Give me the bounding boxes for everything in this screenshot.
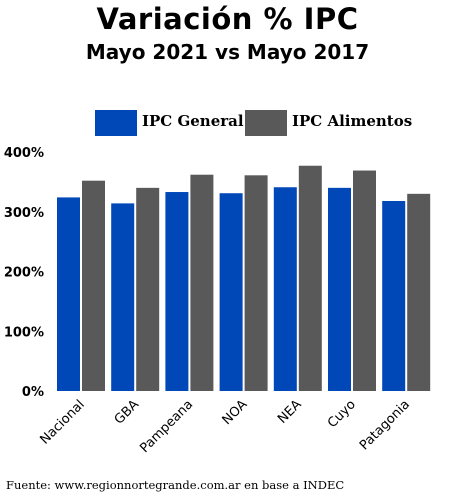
x-tick-label-nea: NEA: [275, 397, 305, 427]
bar-ipc-alimentos-nea: [298, 165, 322, 391]
chart-subtitle: Mayo 2021 vs Mayo 2017: [85, 40, 370, 64]
bar-ipc-general-noa: [219, 193, 243, 391]
bar-ipc-general-nea: [273, 187, 297, 391]
bar-ipc-alimentos-gba: [136, 187, 160, 391]
x-tick-label-noa: NOA: [220, 397, 251, 428]
y-tick-label: 0%: [22, 385, 44, 400]
x-tick-label-cuyo: Cuyo: [325, 397, 359, 431]
chart-title: Variación % IPC: [96, 2, 359, 36]
x-tick-label-gba: GBA: [112, 397, 142, 427]
bar-ipc-general-patagonia: [382, 200, 406, 391]
x-tick-label-patagonia: Patagonia: [357, 397, 413, 453]
bar-ipc-alimentos-nacional: [82, 180, 105, 391]
bar-ipc-alimentos-cuyo: [353, 170, 376, 391]
legend-label-ipc-general: IPC General: [142, 112, 244, 130]
bar-ipc-general-nacional: [57, 197, 80, 391]
source-note: Fuente: www.regionnortegrande.com.ar en …: [6, 478, 345, 492]
bar-ipc-alimentos-noa: [244, 175, 268, 391]
legend-swatch-ipc-general: [95, 110, 137, 136]
x-tick-label-nacional: Nacional: [37, 397, 87, 447]
bar-ipc-general-pampeana: [165, 192, 189, 391]
bar-ipc-general-gba: [111, 203, 135, 391]
x-tick-label-pampeana: Pampeana: [137, 397, 196, 456]
bar-ipc-alimentos-pampeana: [190, 174, 214, 391]
y-tick-label: 300%: [4, 206, 44, 221]
y-tick-label: 100%: [4, 325, 44, 340]
bar-ipc-alimentos-patagonia: [407, 193, 431, 391]
bar-ipc-general-cuyo: [328, 187, 351, 391]
y-tick-label: 400%: [4, 146, 44, 161]
legend-swatch-ipc-alimentos: [245, 110, 287, 136]
legend-label-ipc-alimentos: IPC Alimentos: [292, 112, 413, 130]
y-tick-label: 200%: [4, 266, 44, 281]
